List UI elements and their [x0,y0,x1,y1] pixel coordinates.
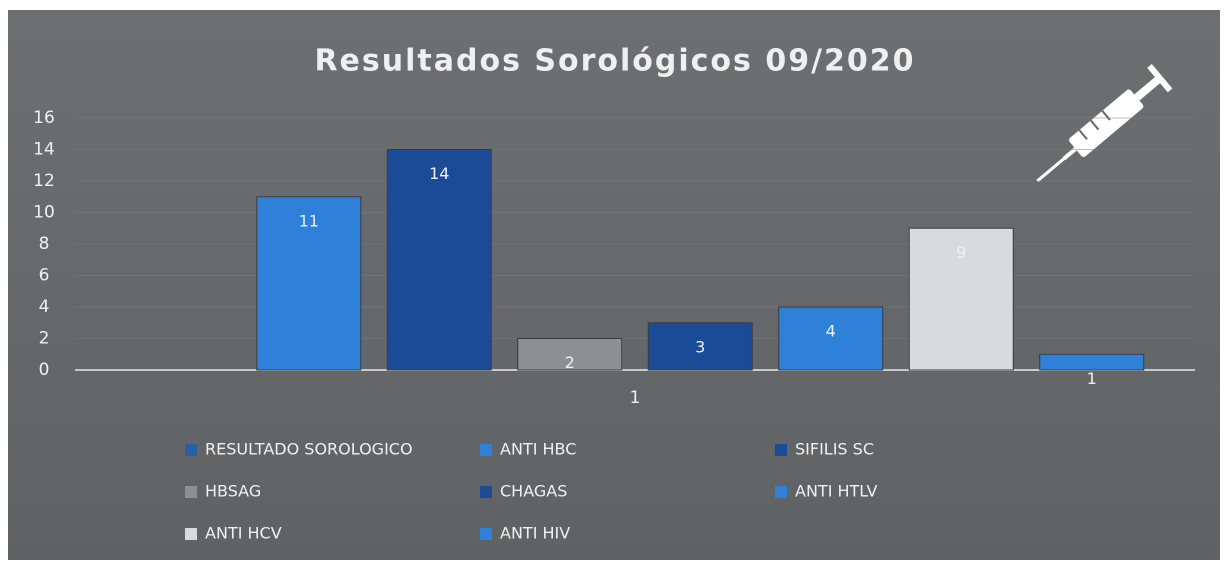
bar [517,338,623,371]
data-label: 11 [299,211,319,230]
bar [908,227,1014,371]
bar [1039,353,1145,371]
legend-label: CHAGAS [500,482,567,501]
y-tick-label: 6 [39,266,50,286]
legend-marker [185,486,197,498]
data-label: 9 [956,243,966,262]
legend-label: RESULTADO SOROLOGICO [205,440,413,459]
legend-label: ANTI HIV [500,524,570,543]
y-tick-label: 12 [33,171,55,191]
y-tick-label: 2 [39,329,50,349]
legend-marker [185,444,197,456]
legend-label: ANTI HCV [205,524,282,543]
syringe-icon [1036,64,1173,183]
legend-marker [775,444,787,456]
legend-label: ANTI HBC [500,440,576,459]
y-tick-label: 16 [33,108,55,128]
y-tick-label: 0 [39,360,50,380]
bar [778,306,884,371]
x-tick-label: 1 [630,388,641,408]
data-label: 14 [429,164,449,183]
data-label: 2 [565,353,575,372]
legend-label: SIFILIS SC [795,440,874,459]
y-tick-label: 14 [33,140,55,160]
y-tick-label: 10 [33,203,55,223]
chart-background [8,10,1220,560]
legend-marker [775,486,787,498]
legend-marker [480,444,492,456]
y-tick-label: 8 [39,234,50,254]
data-label: 3 [695,337,705,356]
legend-label: HBSAG [205,482,261,501]
legend-marker [480,486,492,498]
legend-marker [480,528,492,540]
chart-title: Resultados Sorológicos 09/2020 [314,44,915,79]
data-label: 1 [1087,369,1097,388]
bar [386,149,492,371]
legend-label: ANTI HTLV [795,482,877,501]
bar [647,322,753,371]
y-tick-label: 4 [39,297,50,317]
bar [256,196,362,371]
legend-marker [185,528,197,540]
data-label: 4 [826,322,836,341]
